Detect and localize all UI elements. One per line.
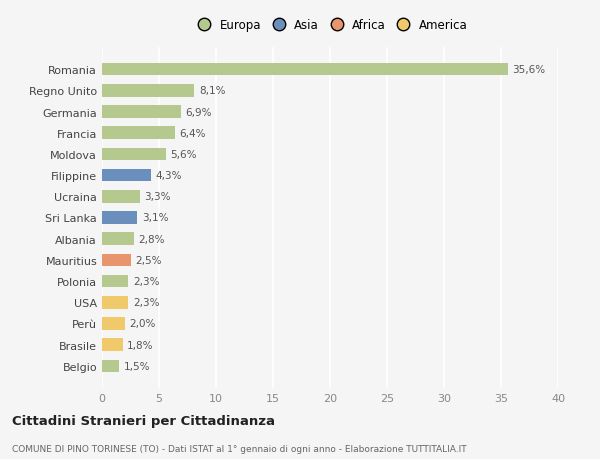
Text: 2,3%: 2,3% [133, 276, 159, 286]
Bar [102, 318, 125, 330]
Text: 3,3%: 3,3% [144, 192, 170, 202]
Bar [102, 296, 128, 309]
Text: 3,1%: 3,1% [142, 213, 169, 223]
Bar [102, 339, 122, 351]
Text: 6,4%: 6,4% [179, 129, 206, 139]
Text: 6,9%: 6,9% [185, 107, 212, 117]
Bar [102, 106, 181, 118]
Bar [102, 85, 194, 97]
Bar [102, 275, 128, 288]
Text: Cittadini Stranieri per Cittadinanza: Cittadini Stranieri per Cittadinanza [12, 414, 275, 428]
Bar [102, 233, 134, 246]
Text: 2,0%: 2,0% [130, 319, 156, 329]
Bar [102, 254, 131, 267]
Bar [102, 148, 166, 161]
Text: 4,3%: 4,3% [155, 171, 182, 181]
Text: 35,6%: 35,6% [512, 65, 545, 75]
Text: 2,8%: 2,8% [139, 234, 165, 244]
Bar [102, 127, 175, 140]
Bar [102, 360, 119, 372]
Text: 1,8%: 1,8% [127, 340, 154, 350]
Text: 8,1%: 8,1% [199, 86, 226, 96]
Text: 1,5%: 1,5% [124, 361, 150, 371]
Text: 2,5%: 2,5% [135, 255, 161, 265]
Text: COMUNE DI PINO TORINESE (TO) - Dati ISTAT al 1° gennaio di ogni anno - Elaborazi: COMUNE DI PINO TORINESE (TO) - Dati ISTA… [12, 444, 467, 453]
Bar [102, 64, 508, 76]
Bar [102, 212, 137, 224]
Legend: Europa, Asia, Africa, America: Europa, Asia, Africa, America [190, 17, 470, 34]
Bar [102, 169, 151, 182]
Bar [102, 190, 140, 203]
Text: 2,3%: 2,3% [133, 297, 159, 308]
Text: 5,6%: 5,6% [170, 150, 197, 160]
